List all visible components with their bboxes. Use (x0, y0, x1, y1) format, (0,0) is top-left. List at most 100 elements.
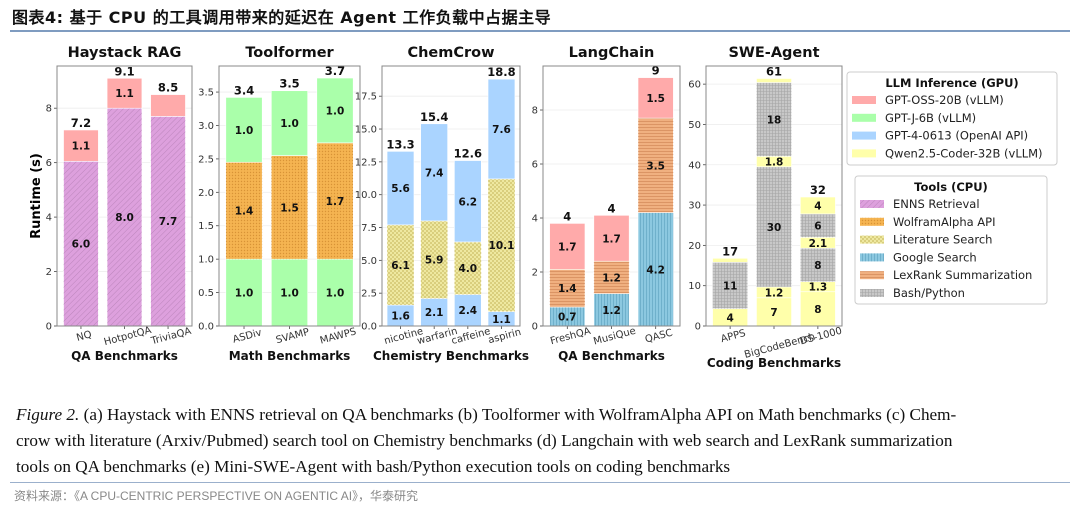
caption-figure-label: Figure 2. (16, 405, 80, 424)
bar-segment-hatch (316, 142, 354, 260)
bar-segment-hatch (638, 118, 674, 213)
bar-segment-hatch (107, 108, 142, 327)
caption-line: crow with literature (Arxiv/Pubmed) sear… (16, 431, 953, 450)
segment-value-label: 1.7 (326, 196, 345, 208)
subplot-title: Haystack RAG (68, 45, 182, 61)
bar-segment-hatch (593, 293, 630, 326)
bar-segment-gpt4 (454, 160, 482, 243)
bar-total-label: 4 (563, 209, 571, 223)
segment-value-label: 6.0 (72, 239, 91, 251)
y-tick-label: 8 (532, 106, 538, 117)
bar-segment-qwen (756, 78, 792, 83)
bar-total-label: 32 (810, 183, 826, 197)
segment-value-label: 7.4 (425, 167, 444, 179)
segment-value-label: 3.5 (646, 160, 665, 172)
bar-segment-hatch (712, 262, 748, 309)
y-tick-label: 2.5 (361, 289, 377, 300)
bar-segment-hatch (420, 220, 448, 299)
segment-value-label: 8 (814, 304, 821, 316)
x-tick-label: ASDiv (232, 327, 264, 345)
bar-segment-hatch (638, 212, 674, 326)
legend-entry-label: Literature Search (893, 233, 992, 247)
segment-value-label: 4.2 (646, 264, 665, 276)
legend-title: Tools (CPU) (914, 180, 988, 194)
bar-total-label: 3.5 (279, 77, 299, 91)
axes-frame (56, 65, 193, 327)
bar-segment-gpt4 (386, 151, 415, 226)
segment-value-label: 1.5 (280, 202, 299, 214)
y-tick-label: 17.5 (355, 92, 377, 103)
x-tick-label: DS-1000 (799, 326, 843, 348)
x-tick-label: HotpotQA (103, 325, 153, 348)
segment-value-label: 1.6 (391, 310, 410, 322)
legend-swatch-hatch (860, 235, 884, 244)
x-tick-label: MAWPS (319, 326, 358, 346)
bar-segment-gptoss (549, 223, 586, 270)
y-tick-label: 60 (688, 80, 701, 91)
subplot-haystack-rag: 0 2 4 6 8 6.0 1.1 7.2 NQ 8.0 1.1 9.1 HotpotQA 7.7 8.5 T… (46, 45, 193, 363)
subplot-langchain: 0 2 4 6 8 0.7 1.4 1.7 4 FreshQA 1.2 1.2 1.7 4 MusiQue 4… (532, 45, 681, 363)
y-tick-label: 5.0 (361, 256, 377, 267)
legend-entry-label: Bash/Python (893, 286, 965, 300)
subplot-title: Toolformer (245, 45, 334, 61)
segment-value-label: 2.1 (425, 307, 444, 319)
y-tick-label: 10.0 (355, 190, 377, 201)
legend-swatch-qwen (852, 149, 876, 158)
y-tick-label: 1.5 (198, 221, 214, 232)
segment-value-label: 1.2 (602, 272, 621, 284)
segment-value-label: 1.1 (492, 314, 511, 326)
y-tick-label: 2 (532, 268, 538, 279)
caption-text: (a) Haystack with ENNS retrieval on QA b… (79, 405, 957, 424)
axes-frame (381, 65, 521, 327)
x-tick-label: NQ (75, 329, 93, 344)
bar-segment-gptoss (593, 215, 630, 262)
bar-segment-qwen (712, 257, 748, 263)
segment-value-label: 18 (767, 114, 782, 126)
x-tick-label: SVAMP (275, 327, 311, 346)
bar-segment-hatch (387, 224, 414, 305)
y-tick-label: 15.0 (355, 125, 377, 136)
legend-box (854, 175, 1048, 305)
footer-divider (10, 482, 1070, 483)
segment-value-label: 1.0 (326, 288, 345, 300)
figure-header-title: 图表4: 基于 CPU 的工具调用带来的延迟在 Agent 工作负载中占据主导 (12, 8, 552, 27)
segment-value-label: 4 (726, 312, 733, 324)
segment-value-label: 2.4 (459, 305, 478, 317)
bar-total-label: 3.7 (325, 64, 345, 78)
bar-total-label: 9.1 (114, 64, 134, 78)
y-tick-label: 50 (688, 120, 701, 131)
bar-segment-gptj (271, 258, 308, 327)
bar-total-label: 3.4 (234, 83, 254, 97)
y-tick-label: 0 (532, 322, 538, 333)
y-tick-label: 20 (688, 241, 701, 252)
legend-tools: Tools (CPU) ENNS Retrieval WolframAlpha AP… (854, 175, 1048, 305)
bar-segment-hatch (549, 307, 585, 326)
segment-value-label: 5.9 (425, 255, 444, 267)
segment-value-label: 1.7 (558, 241, 577, 253)
bar-total-label: 17 (722, 244, 738, 258)
segment-value-label: 1.1 (115, 88, 134, 100)
segment-value-label: 1.3 (809, 282, 828, 294)
segment-value-label: 1.1 (72, 141, 91, 153)
legend-swatch-gptj (852, 113, 876, 122)
bar-segment-hatch (800, 213, 836, 238)
subplot-title: ChemCrow (407, 45, 494, 61)
bar-segment-gpt4 (487, 78, 516, 180)
bar-total-label: 12.6 (454, 147, 482, 161)
axes-frame (542, 65, 681, 327)
segment-value-label: 6.2 (459, 196, 478, 208)
bar-segment-hatch (549, 269, 585, 308)
subplot-swe-agent: 010203040506041117APPS71.2301.81861BigCo… (688, 45, 843, 370)
x-axis-label: Chemistry Benchmarks (373, 349, 529, 363)
segment-value-label: 6.1 (391, 260, 410, 272)
subplot-chemcrow: 0.0 2.5 5.0 7.5 10.0 12.5 15.0 17.5 1.6 6.1 5.6 13.… (355, 45, 529, 363)
bar-segment-gptoss (106, 77, 143, 109)
y-tick-label: 10 (688, 281, 701, 292)
x-tick-label: MusiQue (592, 326, 637, 348)
legend-entry-label: GPT-OSS-20B (vLLM) (885, 93, 1004, 107)
legend-entry-label: WolframAlpha API (893, 215, 996, 229)
legend-swatch-hatch (860, 217, 884, 226)
bar-total-label: 8.5 (158, 81, 178, 95)
header-divider (10, 30, 1070, 32)
segment-value-label: 1.4 (235, 206, 254, 218)
